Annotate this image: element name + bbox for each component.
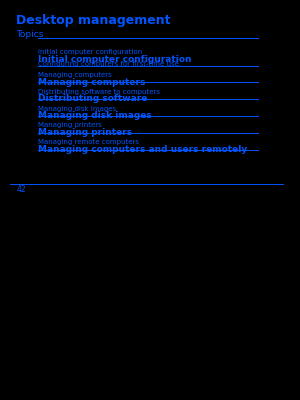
Text: Managing printers: Managing printers — [38, 122, 102, 128]
Text: Managing computers and users remotely: Managing computers and users remotely — [38, 145, 247, 154]
Text: Managing disk images: Managing disk images — [38, 111, 152, 120]
Text: Desktop management: Desktop management — [16, 14, 171, 27]
Text: Managing disk images: Managing disk images — [38, 106, 116, 112]
Text: Topics: Topics — [16, 30, 44, 39]
Text: Distributing software: Distributing software — [38, 94, 148, 103]
Text: Distributing software to computers: Distributing software to computers — [38, 89, 160, 95]
Text: Managing computers: Managing computers — [38, 78, 146, 86]
Text: Managing computers: Managing computers — [38, 72, 112, 78]
Text: Initial computer configuration: Initial computer configuration — [38, 55, 192, 64]
Text: 42: 42 — [17, 185, 26, 194]
Text: Managing printers: Managing printers — [38, 128, 132, 137]
Text: Managing remote computers: Managing remote computers — [38, 139, 139, 145]
Text: Initial computer configuration: Initial computer configuration — [38, 49, 142, 55]
Text: Configuring computers for first-time use,: Configuring computers for first-time use… — [38, 61, 181, 67]
